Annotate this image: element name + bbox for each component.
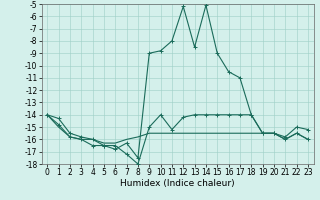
X-axis label: Humidex (Indice chaleur): Humidex (Indice chaleur) [120, 179, 235, 188]
